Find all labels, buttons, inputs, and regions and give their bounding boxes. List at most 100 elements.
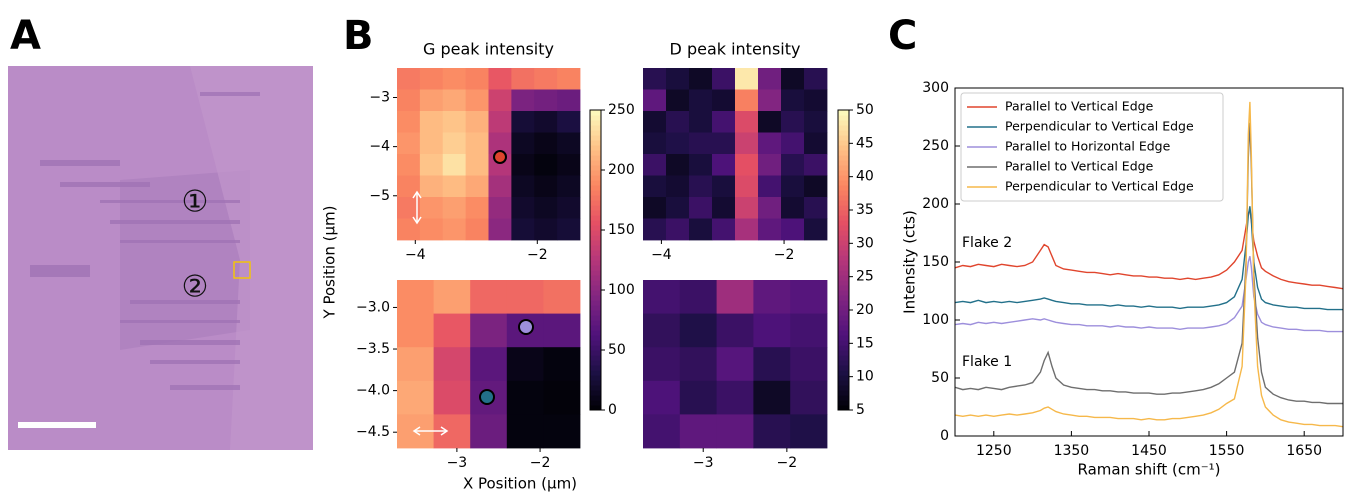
- colorbar-segment: [838, 170, 849, 176]
- heatmap-cell: [716, 313, 754, 348]
- heatmap-cell: [689, 154, 713, 176]
- heatmap-cell: [470, 347, 508, 382]
- colorbar-segment: [838, 135, 849, 141]
- colorbar-segment: [838, 355, 849, 361]
- heatmap-cell: [679, 313, 717, 348]
- colorbar-tick-label: 0: [608, 402, 617, 418]
- heatmap-cell: [716, 347, 754, 382]
- colorbar-segment: [590, 180, 601, 186]
- colorbar-segment: [590, 330, 601, 336]
- colorbar-segment: [590, 260, 601, 266]
- heatmap-cell: [758, 111, 782, 133]
- colorbar-segment: [590, 395, 601, 401]
- heatmap-cell: [465, 132, 489, 155]
- colorbar-segment: [590, 360, 601, 366]
- colorbar-segment: [590, 115, 601, 121]
- y-axis-label: Intensity (cts): [901, 210, 919, 314]
- legend-label: Perpendicular to Vertical Edge: [1005, 119, 1194, 134]
- colorbar-segment: [590, 215, 601, 221]
- heatmap-cell: [716, 414, 754, 449]
- panel-label: A: [10, 13, 41, 59]
- image-label: ①: [182, 185, 209, 220]
- y-tick-label: −3.0: [356, 299, 390, 315]
- heatmap-cell: [433, 280, 471, 314]
- colorbar-segment: [838, 110, 849, 116]
- plots: 0 50 100 150 200 250 5 10 15 20 25 30 35 40 45 50 G peak…: [356, 40, 1344, 479]
- heatmap-cell: [790, 347, 828, 382]
- heatmap-cell: [758, 218, 782, 241]
- heatmap-cell: [689, 218, 713, 241]
- x-tick-label: −2: [530, 455, 551, 471]
- colorbar-segment: [590, 255, 601, 261]
- colorbar-segment: [838, 260, 849, 266]
- heatmap-cell: [557, 197, 581, 219]
- colorbar-frame: [589, 109, 602, 411]
- colorbar-segment: [838, 220, 849, 226]
- heatmap-cell: [712, 111, 736, 133]
- colorbar-segment: [590, 265, 601, 271]
- heatmap-cell: [643, 111, 667, 133]
- x-tick-label: −3: [693, 455, 714, 471]
- colorbar-tick-label: 5: [856, 402, 865, 418]
- colorbar-tick-label: 50: [608, 342, 626, 358]
- colorbar-tick-label: 25: [856, 269, 874, 285]
- colorbar-segment: [838, 340, 849, 346]
- heatmap-cell: [557, 89, 581, 112]
- colorbar-segment: [838, 125, 849, 131]
- colorbar-segment: [590, 295, 601, 301]
- colorbar-segment: [590, 305, 601, 311]
- heatmap-cell: [419, 197, 444, 219]
- heatmap-cell: [666, 197, 690, 219]
- x-tick-label: 1450: [1131, 443, 1167, 459]
- colorbar-tick-label: 150: [608, 222, 635, 238]
- x-tick-label: 1650: [1286, 443, 1322, 459]
- heatmap-cell: [488, 68, 512, 90]
- heatmap-cell: [735, 89, 759, 112]
- heatmap-cell: [534, 218, 558, 241]
- heatmap-cell: [689, 111, 713, 133]
- colorbar-segment: [590, 380, 601, 386]
- heatmap-cell: [506, 414, 544, 449]
- heatmap-cell: [397, 68, 421, 90]
- heatmap-cell: [506, 347, 544, 382]
- heatmap-cell: [397, 175, 421, 198]
- heatmap-cell: [433, 313, 471, 348]
- heatmap-cell: [679, 414, 717, 449]
- colorbar-segment: [838, 190, 849, 196]
- heatmap-cell: [543, 313, 581, 348]
- colorbar-segment: [838, 210, 849, 216]
- spectrum-line: [955, 207, 1343, 290]
- heatmap-cell: [442, 68, 467, 90]
- x-tick-label: −4: [651, 247, 672, 263]
- colorbar-segment: [838, 175, 849, 181]
- heatmap-cell: [666, 218, 690, 241]
- heatmap-cell: [534, 154, 558, 176]
- heatmap-cell: [511, 132, 535, 155]
- colorbar-segment: [838, 150, 849, 156]
- y-tick-label: 150: [922, 254, 949, 270]
- heatmap-cell: [790, 313, 828, 348]
- colorbar-segment: [838, 235, 849, 241]
- heatmap-cell: [758, 154, 782, 176]
- heatmap-cell: [781, 175, 805, 198]
- colorbar-segment: [590, 155, 601, 161]
- colorbar-segment: [590, 210, 601, 216]
- colorbar-tick-label: 40: [856, 169, 874, 185]
- heatmap-cell: [781, 197, 805, 219]
- heatmap-cell: [488, 175, 512, 198]
- colorbar-segment: [590, 345, 601, 351]
- heatmap-cell: [488, 89, 512, 112]
- colorbar-tick-label: 10: [856, 369, 874, 385]
- heatmap-cell: [643, 154, 667, 176]
- heatmap-cell: [557, 111, 581, 133]
- colorbar-frame: [837, 109, 850, 411]
- y-tick-label: −3.5: [356, 341, 390, 357]
- heatmap-cell: [397, 197, 421, 219]
- colorbar-segment: [590, 335, 601, 341]
- colorbar-segment: [590, 290, 601, 296]
- y-tick-label: 100: [922, 312, 949, 328]
- heatmap-cell: [465, 89, 489, 112]
- colorbar-tick-label: 250: [608, 102, 635, 118]
- panel-title: G peak intensity: [423, 40, 554, 59]
- colorbar-tick-label: 45: [856, 135, 874, 151]
